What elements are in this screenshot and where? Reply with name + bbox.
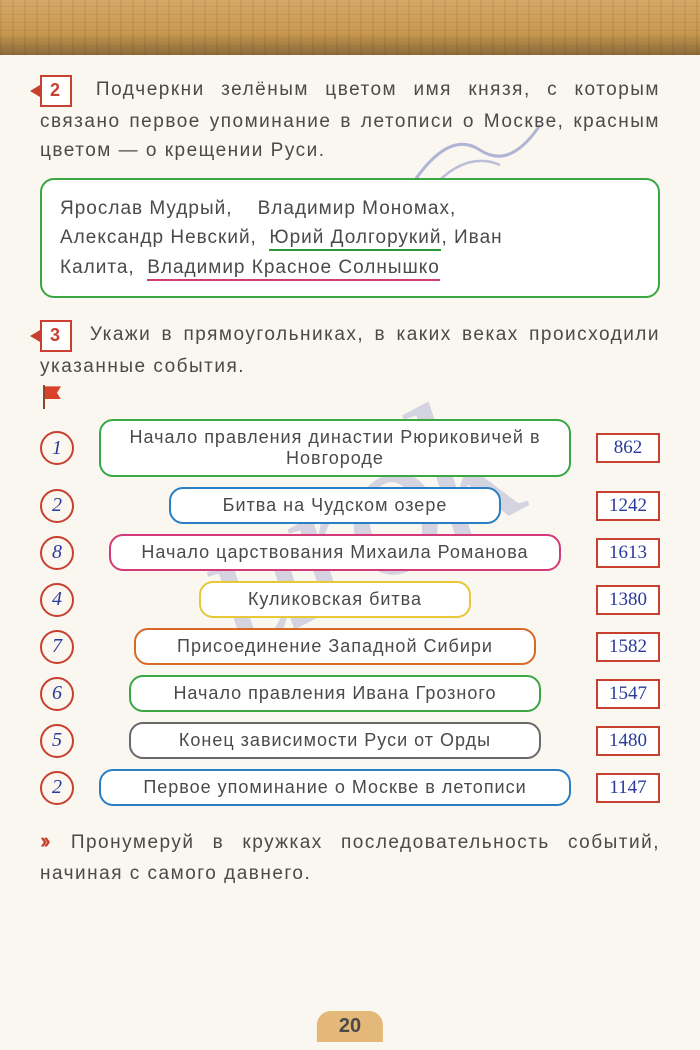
event-row: 2 Битва на Чудском озере 1242: [40, 487, 660, 524]
page-content: 2 Подчеркни зелёным цветом имя князя, с …: [0, 55, 700, 888]
names-2c: , Иван: [441, 227, 502, 248]
event-row: 7 Присоединение Западной Сибири 1582: [40, 628, 660, 665]
bullet-icon: ››: [40, 824, 47, 858]
final-instruction: Пронумеруй в кружках последовательность …: [40, 832, 660, 883]
task-2-instruction: 2 Подчеркни зелёным цветом имя князя, с …: [40, 75, 660, 166]
handwritten-number: 7: [52, 635, 62, 658]
event-row: 4 Куликовская битва 1380: [40, 581, 660, 618]
sequence-circle: 1: [40, 431, 74, 465]
sequence-circle: 8: [40, 536, 74, 570]
sequence-circle: 2: [40, 771, 74, 805]
event-label: Начало царствования Михаила Романова: [109, 534, 561, 571]
decorative-header: [0, 0, 700, 55]
names-2b-underlined-green: Юрий Долгорукий: [269, 227, 441, 251]
event-row: 5 Конец зависимости Руси от Орды 1480: [40, 722, 660, 759]
names-1a: Ярослав Мудрый,: [60, 198, 233, 219]
page-number: 20: [317, 1011, 383, 1042]
task-number-2: 2: [40, 75, 72, 107]
event-row: 6 Начало правления Ивана Грозного 1547: [40, 675, 660, 712]
year-box: 1147: [596, 773, 660, 803]
names-3b-underlined-red: Владимир Красное Солнышко: [147, 257, 440, 281]
events-list: 1 Начало правления династии Рюриковичей в…: [40, 419, 660, 806]
task-3-text: Укажи в прямоугольниках, в каких веках п…: [40, 324, 660, 377]
workbook-page: urok 2 Подчеркни зелёным цветом имя княз…: [0, 0, 700, 1050]
event-row: 1 Начало правления династии Рюриковичей в…: [40, 419, 660, 477]
sequence-circle: 7: [40, 630, 74, 664]
year-box: 1480: [596, 726, 660, 756]
names-1b: Владимир Мономах,: [258, 198, 457, 219]
event-label: Начало правления династии Рюриковичей в …: [99, 419, 571, 477]
event-label: Конец зависимости Руси от Орды: [129, 722, 541, 759]
names-box: Ярослав Мудрый, Владимир Мономах, Алекса…: [40, 178, 660, 298]
handwritten-number: 4: [52, 588, 62, 611]
handwritten-number: 8: [52, 541, 62, 564]
year-box: 1380: [596, 585, 660, 615]
names-2a: Александр Невский,: [60, 227, 257, 248]
handwritten-number: 6: [52, 682, 62, 705]
year-box: 1242: [596, 491, 660, 521]
sequence-circle: 4: [40, 583, 74, 617]
flag-icon: [40, 385, 62, 409]
handwritten-number: 1: [52, 437, 62, 460]
sequence-circle: 6: [40, 677, 74, 711]
final-instruction-row: ›› Пронумеруй в кружках последовательнос…: [40, 824, 660, 888]
year-box: 862: [596, 433, 660, 463]
task-number-3: 3: [40, 320, 72, 352]
handwritten-number: 5: [52, 729, 62, 752]
year-box: 1582: [596, 632, 660, 662]
task-2-text: Подчеркни зелёным цветом имя князя, с ко…: [40, 79, 660, 161]
handwritten-number: 2: [52, 494, 62, 517]
event-label: Первое упоминание о Москве в летописи: [99, 769, 571, 806]
names-3a: Калита,: [60, 257, 135, 278]
sequence-circle: 2: [40, 489, 74, 523]
event-label: Куликовская битва: [199, 581, 471, 618]
sequence-circle: 5: [40, 724, 74, 758]
task-3: 3 Укажи в прямоугольниках, в каких веках…: [40, 320, 660, 806]
event-row: 2 Первое упоминание о Москве в летописи 11…: [40, 769, 660, 806]
event-row: 8 Начало царствования Михаила Романова 161…: [40, 534, 660, 571]
event-label: Битва на Чудском озере: [169, 487, 501, 524]
year-box: 1613: [596, 538, 660, 568]
event-label: Начало правления Ивана Грозного: [129, 675, 541, 712]
task-3-instruction: 3 Укажи в прямоугольниках, в каких веках…: [40, 320, 660, 381]
handwritten-number: 2: [52, 776, 62, 799]
task-2: 2 Подчеркни зелёным цветом имя князя, с …: [40, 75, 660, 298]
year-box: 1547: [596, 679, 660, 709]
event-label: Присоединение Западной Сибири: [134, 628, 536, 665]
